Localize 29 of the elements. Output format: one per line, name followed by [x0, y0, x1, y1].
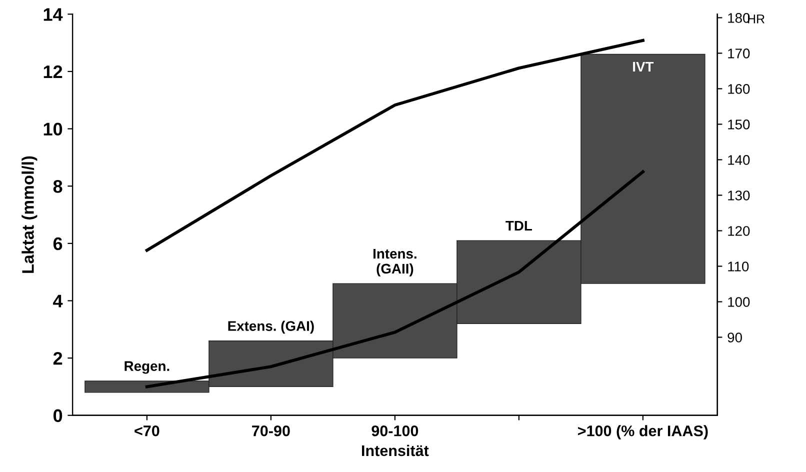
x-tick-label: 70-90: [252, 425, 290, 436]
y-tick-label: 6: [53, 237, 62, 250]
x-tick-label: 90-100: [372, 425, 418, 436]
y-tick-label: 2: [53, 352, 62, 365]
y2-tick-label: 160: [728, 84, 750, 94]
x-axis-title: Intensität: [362, 444, 429, 456]
y2-tick-label: 170: [728, 48, 750, 58]
annotation: Intens. (GAII): [373, 248, 416, 276]
y2-tick-label: 130: [728, 190, 750, 200]
y-tick-label: 8: [53, 180, 62, 193]
y-axis-title: Laktat (mmol/l): [22, 156, 38, 273]
y-tick-label: 10: [44, 122, 62, 136]
y2-tick-label: 140: [728, 155, 750, 165]
annotation: Regen.: [124, 361, 170, 374]
y-tick-label: 14: [44, 8, 63, 21]
x-tick-label: <70: [134, 425, 160, 436]
x-tick-label: >100 (% der IAAS): [578, 425, 708, 440]
annotation: IVT: [633, 62, 654, 72]
y2-tick-label: 180: [728, 13, 750, 23]
y2-tick-label: 120: [728, 226, 750, 236]
y2-tick-label: 150: [728, 120, 750, 130]
annotation: TDL: [506, 220, 532, 231]
y2-tick-label: 90: [728, 332, 742, 342]
y-tick-label: 4: [53, 294, 63, 308]
y2-tick-label: 100: [728, 297, 750, 307]
y-tick-label: 12: [44, 65, 62, 78]
y2-tick-label: 110: [728, 262, 749, 272]
annotation: Extens. (GAI): [228, 320, 314, 334]
y-tick-label: 0: [53, 409, 62, 422]
